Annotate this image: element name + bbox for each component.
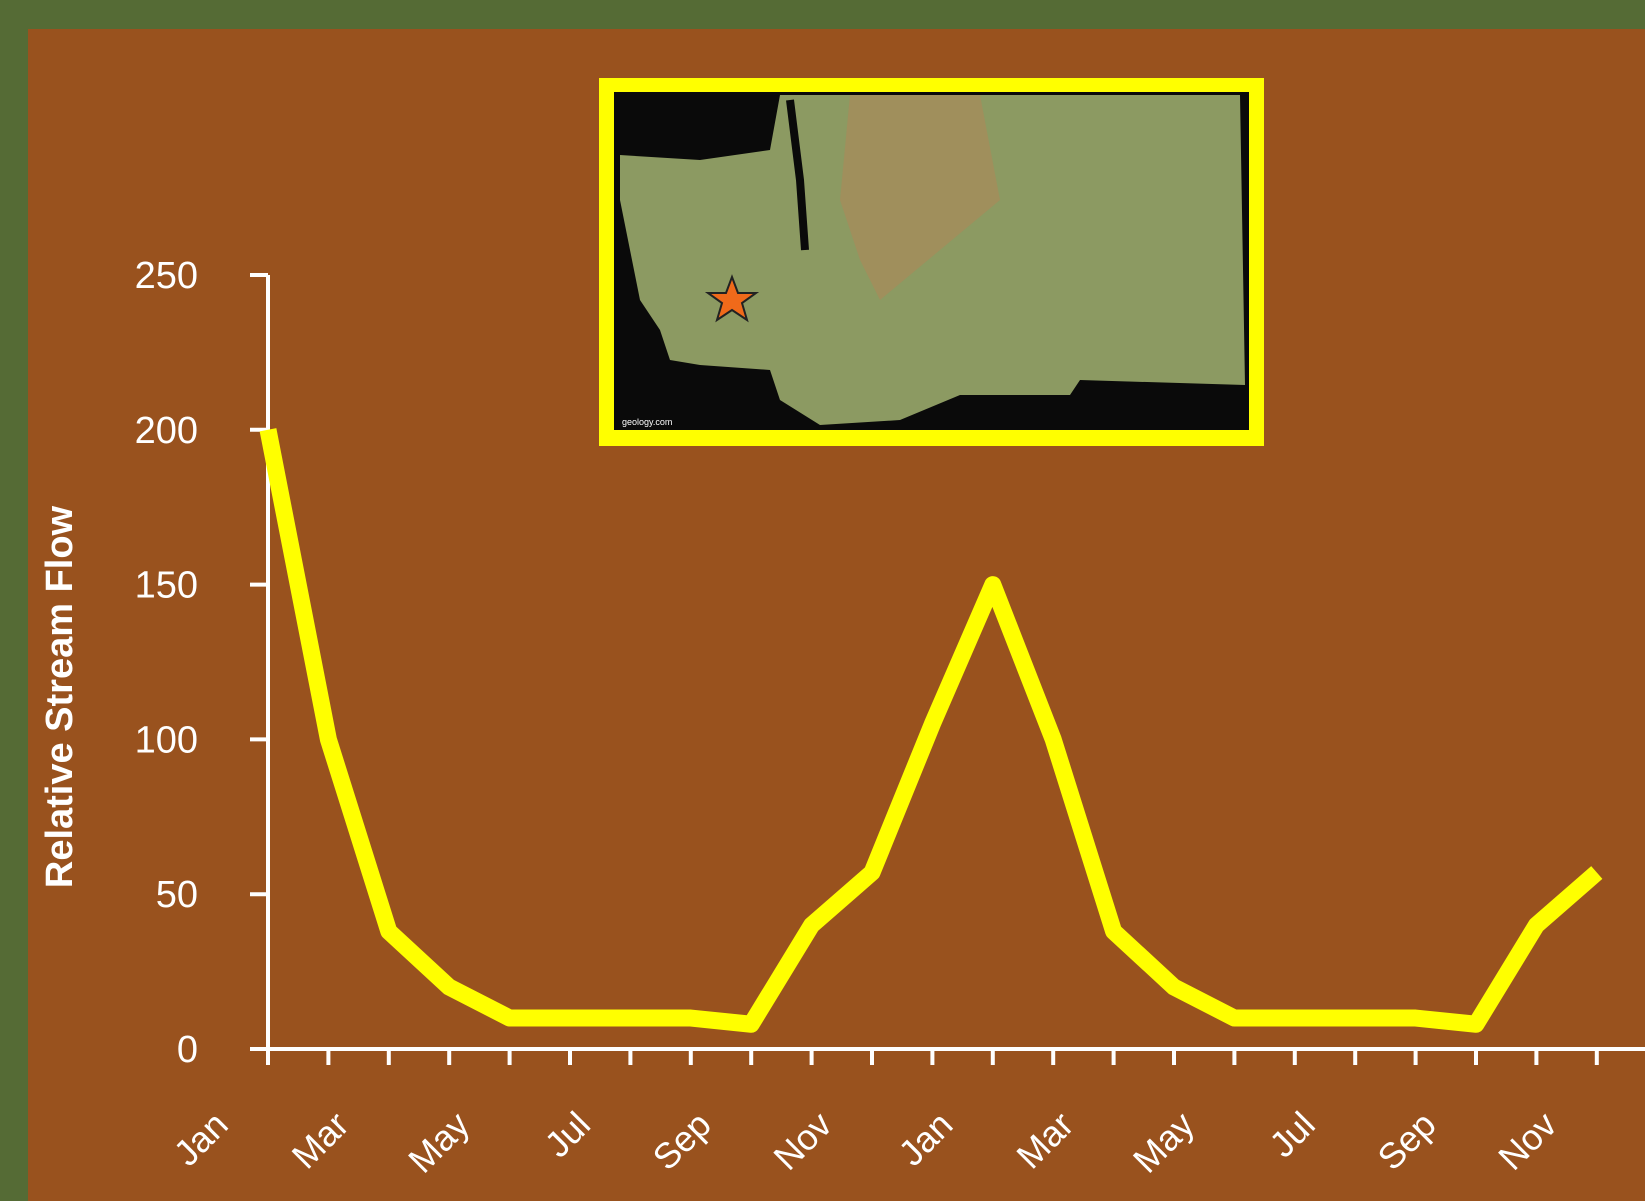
y-axis-label: Relative Stream Flow (39, 505, 81, 888)
slide: geology.com Relative Stream Flow 0 50 100 1… (0, 0, 1645, 1201)
y-tick-label: 100 (135, 719, 198, 761)
y-tick-label: 0 (177, 1029, 198, 1071)
map-credit: geology.com (622, 417, 672, 427)
y-tick-label: 150 (135, 565, 198, 607)
y-tick-label: 250 (135, 255, 198, 297)
y-tick-label: 50 (156, 874, 198, 916)
map-inset: geology.com (599, 78, 1264, 446)
y-tick-label: 200 (135, 410, 198, 452)
page: {"chart_data": {"type": "line", "y_label… (0, 0, 1645, 1201)
